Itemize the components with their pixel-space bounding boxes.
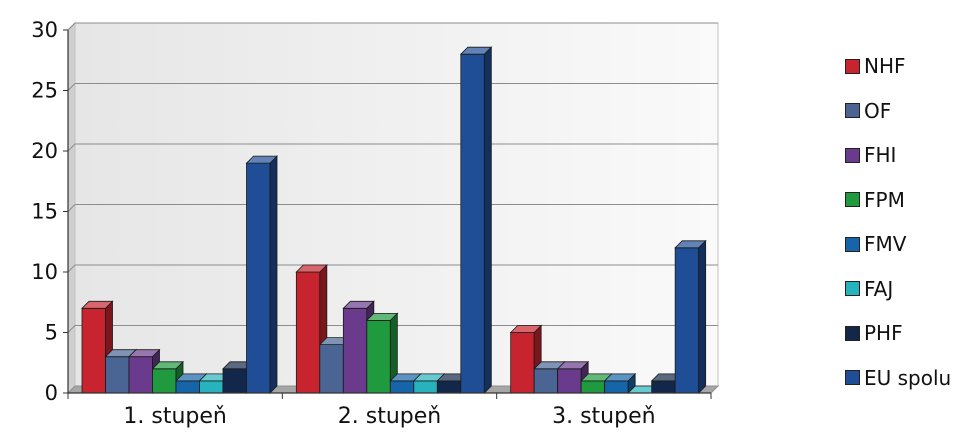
y-tick-label: 5 (45, 321, 58, 345)
y-tick-label: 15 (31, 200, 58, 224)
bar (674, 239, 707, 394)
y-tick-label: 30 (31, 18, 58, 42)
bar-top (81, 300, 114, 309)
legend-swatch (845, 325, 860, 341)
bar-top (459, 46, 493, 55)
bar-front (105, 356, 130, 394)
legend-swatch (845, 281, 860, 297)
gridline (67, 83, 718, 91)
bar-front (510, 332, 535, 394)
legend-item: NHF (845, 44, 973, 89)
legend-item: FPM (845, 178, 973, 223)
legend-item: OF (845, 89, 973, 134)
bar-front (460, 53, 485, 394)
bar-front (436, 380, 462, 394)
bar-front (533, 368, 559, 394)
bar-front (557, 368, 582, 394)
legend-item: PHF (845, 311, 973, 356)
bar-top (365, 312, 399, 321)
bar-front (199, 380, 224, 394)
bar-top (295, 264, 328, 273)
bar-front (580, 380, 606, 394)
y-tick-labels: 0 5 10 15 20 25 30 (31, 18, 68, 405)
bar-front (175, 380, 200, 394)
gridline (67, 143, 718, 152)
bar-front (651, 380, 676, 394)
bar-side (698, 239, 707, 394)
legend-item: FAJ (845, 267, 973, 312)
bar-front (366, 319, 391, 394)
legend-label: OF (864, 98, 892, 123)
bar-front (319, 344, 344, 394)
legend-label: NHF (864, 54, 906, 79)
legend-item: FHI (845, 133, 973, 178)
y-tick-label: 20 (31, 139, 58, 163)
bar-top (674, 240, 707, 249)
bar (245, 155, 278, 394)
gridline (67, 204, 718, 212)
legend-swatch (845, 236, 860, 252)
legend: NHF OF FHI FPM FMV FAJ PHF EU spolu (845, 44, 973, 400)
bar-front (295, 271, 321, 394)
legend-label: FHI (864, 143, 897, 168)
x-tick-label: 3. stupeň (552, 404, 655, 429)
bar-top (342, 300, 375, 309)
bar-top (151, 361, 184, 370)
gridline (67, 325, 718, 333)
bar-top (603, 373, 637, 382)
bar-front (413, 380, 438, 394)
legend-swatch (845, 370, 860, 386)
bar-top (509, 325, 543, 333)
y-tick-label: 25 (31, 79, 58, 103)
gridlines (67, 22, 718, 333)
bar (603, 372, 637, 394)
legend-label: PHF (864, 321, 903, 346)
legend-label: EU spolu (864, 365, 952, 390)
bar-front (222, 368, 247, 394)
legend-label: FAJ (864, 276, 894, 301)
legend-swatch (845, 147, 860, 163)
x-tick-label: 2. stupeň (338, 404, 441, 429)
legend-swatch (845, 58, 860, 74)
bar-front (152, 368, 177, 394)
x-tick-label: 1. stupeň (123, 404, 226, 429)
legend-swatch (845, 192, 860, 208)
bar-side (269, 155, 278, 394)
bars (81, 46, 707, 394)
bar-side (483, 46, 492, 394)
bar-top (128, 349, 161, 358)
x-tick-labels: 1. stupeň 2. stupeň 3. stupeň (67, 393, 712, 429)
bar-front (246, 162, 271, 394)
bar-top (245, 155, 278, 164)
legend-item: FMV (845, 222, 973, 267)
gridline (67, 22, 718, 31)
legend-swatch (845, 103, 860, 119)
bar-front (128, 356, 153, 394)
bar (459, 46, 493, 394)
bar-front (342, 307, 368, 394)
y-tick-label: 10 (31, 260, 58, 284)
bar-top (556, 361, 590, 370)
legend-label: FPM (864, 187, 905, 212)
gridline (67, 264, 718, 273)
bar (151, 360, 184, 394)
legend-item: EU spolu (845, 356, 973, 401)
bar-front (81, 307, 106, 394)
bar-front (604, 380, 629, 394)
y-tick-label: 0 (45, 381, 58, 405)
bar-front (389, 380, 415, 394)
legend-label: FMV (864, 232, 907, 257)
bar-front (674, 247, 700, 394)
